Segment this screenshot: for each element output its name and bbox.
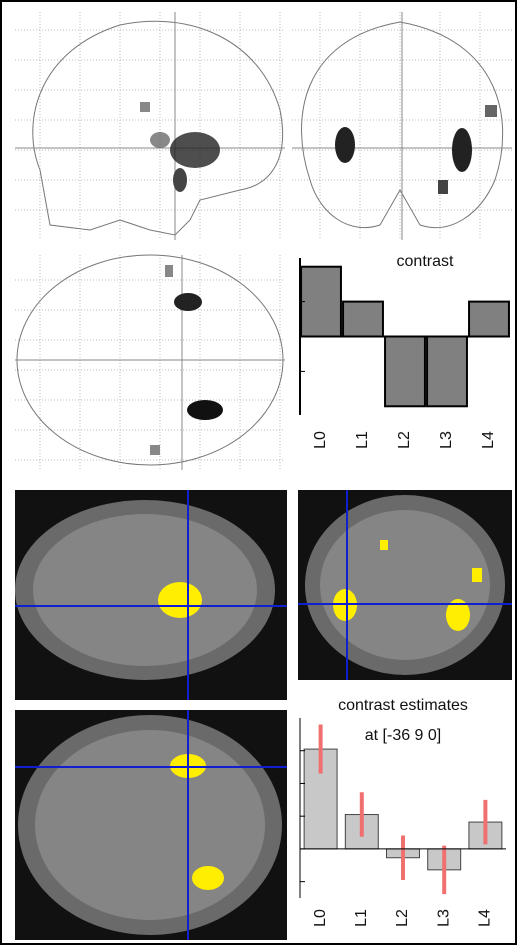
x-tick-label: L3 [435,909,452,927]
x-tick-label: L0 [312,431,329,449]
bar [385,337,425,407]
chart-title: contrast estimates [338,697,468,714]
x-tick-label: L4 [480,431,497,449]
bar [301,267,341,337]
bar [427,337,467,407]
chart-subtitle: at [-36 9 0] [365,727,442,744]
mri-coronal [298,490,512,680]
x-tick-label: L1 [353,909,370,927]
x-tick-label: L3 [438,431,455,449]
x-tick-label: L1 [354,431,371,449]
chart-title: contrast [397,253,454,270]
x-tick-label: L2 [394,909,411,927]
bar [343,302,383,337]
screenshot: contrast L0 L1 L2 L3 L4 contrast estimates at [… [0,0,517,945]
mri-sagittal [15,490,287,700]
x-tick-label: L0 [312,909,329,927]
mri-axial [15,710,287,940]
x-tick-label: L4 [477,909,494,927]
x-tick-label: L2 [396,431,413,449]
bar [469,302,509,337]
